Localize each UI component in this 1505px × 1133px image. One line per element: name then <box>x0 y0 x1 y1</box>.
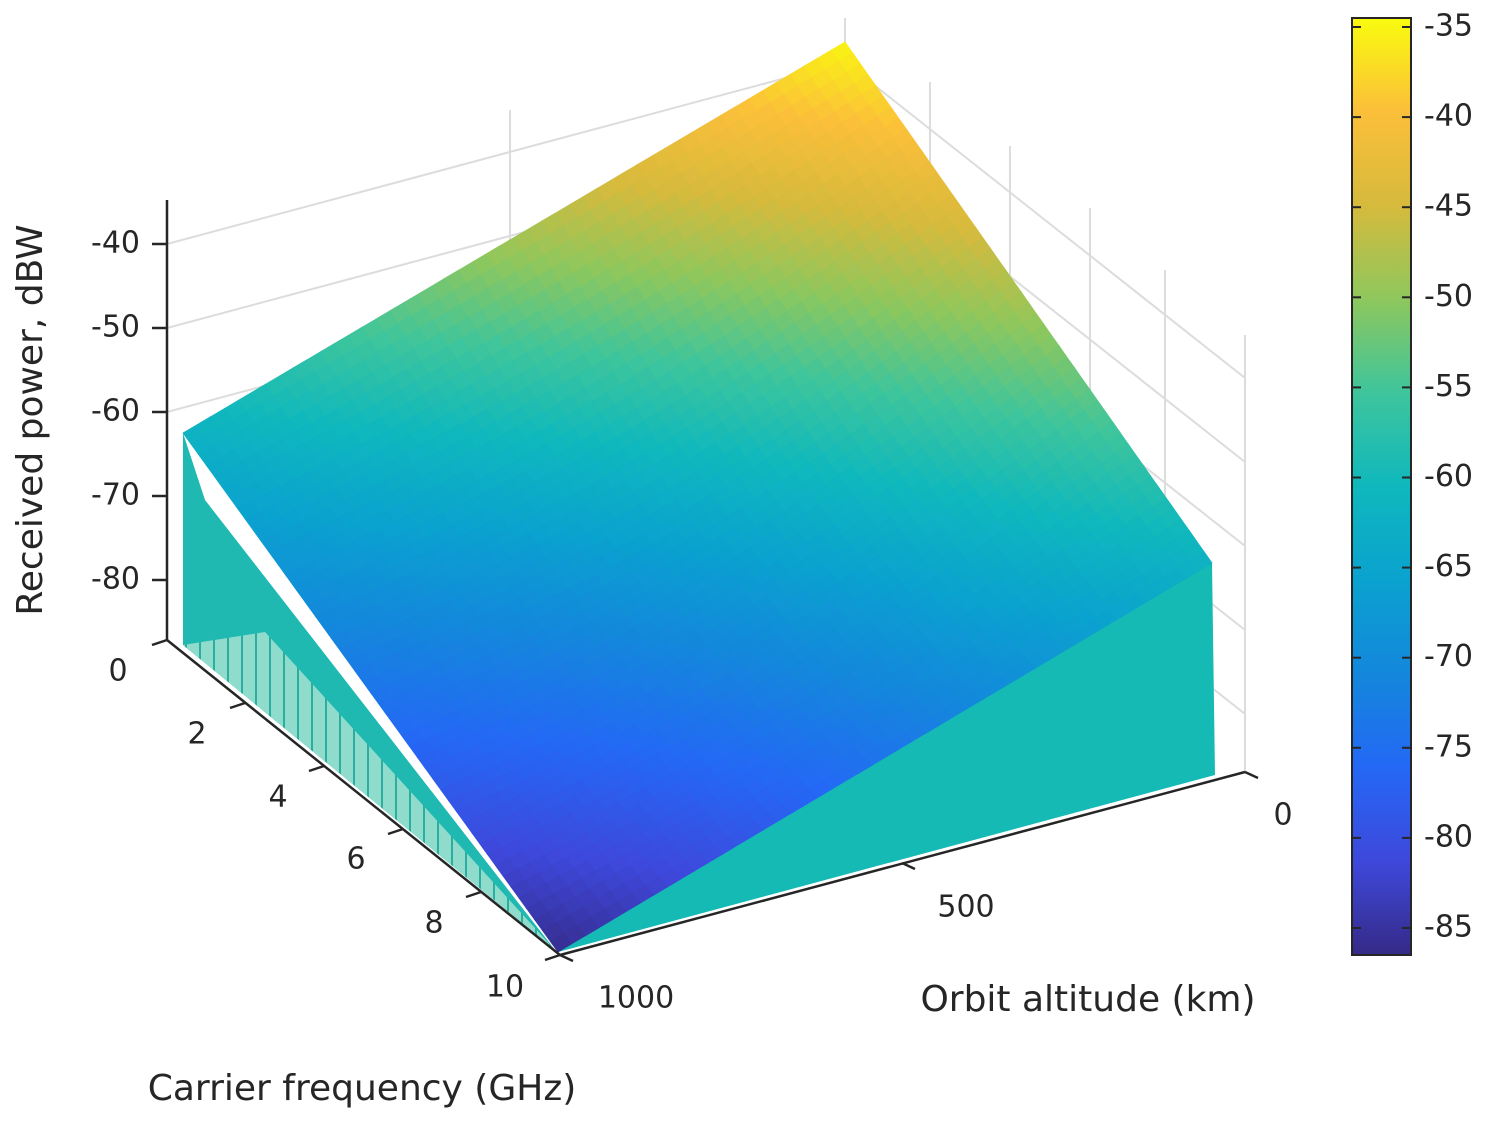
x-tick-label: 4 <box>268 780 287 815</box>
colorbar-tick-label: -60 <box>1424 459 1473 494</box>
z-tick-label: -60 <box>91 394 140 429</box>
y-tick-label: 1000 <box>598 981 674 1016</box>
left-side-hatch <box>183 632 555 950</box>
x-tick-label: 8 <box>424 906 443 941</box>
x-axis-label: Carrier frequency (GHz) <box>148 1068 577 1109</box>
x-axis-line <box>166 639 561 956</box>
x-tick <box>151 638 168 647</box>
z-tick-label: -80 <box>91 562 140 597</box>
x-axis-ticks <box>151 638 561 962</box>
x-tick-label: 0 <box>108 654 127 689</box>
grid-line <box>166 61 846 245</box>
colorbar-tick-label: -85 <box>1424 909 1473 944</box>
x-tick <box>308 764 325 773</box>
x-tick-label: 10 <box>486 970 524 1005</box>
colorbar-tick-label: -55 <box>1424 369 1473 404</box>
x-tick-label: 2 <box>187 717 206 752</box>
colorbar-ticks <box>1352 26 1411 929</box>
colorbar-tick-label: -35 <box>1424 9 1473 44</box>
x-tick <box>387 827 404 836</box>
colorbar-tick-label: -40 <box>1424 99 1473 134</box>
x-tick-label: 6 <box>346 842 365 877</box>
y-tick <box>1244 770 1259 780</box>
x-tick <box>465 890 482 899</box>
colorbar-tick-label: -45 <box>1424 189 1473 224</box>
y-tick <box>901 861 916 871</box>
y-tick <box>559 953 574 963</box>
colorbar-tick-label: -65 <box>1424 549 1473 584</box>
z-tick-label: -70 <box>91 478 140 513</box>
z-tick-label: -40 <box>91 226 140 261</box>
power-surface <box>182 41 1213 953</box>
colorbar-tick-labels: -35 -40 -45 -50 -55 -60 -65 -70 -75 -80 -85 <box>1424 9 1473 945</box>
colorbar-tick-label: -80 <box>1424 819 1473 854</box>
z-axis-ticks <box>152 242 167 582</box>
colorbar-tick-label: -50 <box>1424 279 1473 314</box>
colorbar <box>1351 17 1412 956</box>
grid-line <box>844 61 1246 379</box>
y-axis-ticks <box>559 770 1259 963</box>
colorbar-tick-label: -75 <box>1424 729 1473 764</box>
z-tick-label: -50 <box>91 310 140 345</box>
y-axis-label: Orbit altitude (km) <box>920 979 1255 1020</box>
y-tick-label: 500 <box>937 890 994 925</box>
y-tick-label: 0 <box>1273 798 1292 833</box>
x-tick <box>544 953 561 962</box>
x-tick <box>229 701 246 710</box>
colorbar-tick-label: -70 <box>1424 639 1473 674</box>
z-axis-label: Received power, dBW <box>10 224 51 615</box>
